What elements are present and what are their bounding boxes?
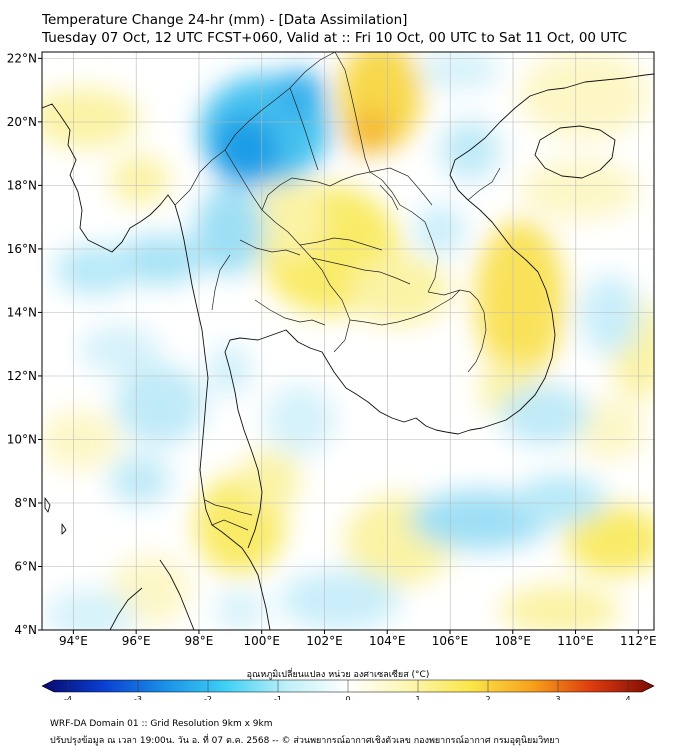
x-tick-label: 102°E [306, 634, 343, 648]
colorbar-tick-label: 2 [485, 695, 490, 700]
colorbar-label: อุณหภูมิเปลี่ยนแปลง หน่วย องศาเซลเซียส (… [246, 670, 430, 680]
x-tick-label: 112°E [620, 634, 657, 648]
y-tick-label: 18°N [7, 178, 37, 192]
y-axis-labels: 4°N 6°N 8°N 10°N 12°N 14°N 16°N 18°N 20°N 22°N [7, 51, 42, 637]
map-area [41, 51, 655, 631]
temperature-change-map: 94°E 96°E 98°E 100°E 102°E 104°E 106°E 108°E 110… [7, 51, 657, 700]
x-axis-labels: 94°E 96°E 98°E 100°E 102°E 104°E 106°E 108°E 110… [59, 630, 657, 648]
colorbar-tick-label: 3 [555, 695, 560, 700]
map-subtitle: Tuesday 07 Oct, 12 UTC FCST+060, Valid a… [42, 30, 628, 46]
x-tick-label: 106°E [432, 634, 469, 648]
coastlines [42, 73, 654, 630]
y-tick-label: 20°N [7, 115, 37, 129]
y-tick-label: 12°N [7, 369, 37, 383]
borders [174, 52, 501, 531]
x-tick-label: 108°E [495, 634, 532, 648]
colorbar-tick-label: 1 [415, 695, 420, 700]
x-tick-label: 100°E [243, 634, 280, 648]
colorbar-tick-label: 0 [345, 695, 350, 700]
colorbar: -4 -3 -2 -1 0 1 2 3 4 [41, 679, 655, 700]
x-tick-label: 96°E [122, 634, 151, 648]
gridlines [42, 52, 654, 630]
y-tick-label: 16°N [7, 242, 37, 256]
colorbar-ticks: -4 -3 -2 -1 0 1 2 3 4 [64, 680, 631, 700]
colorbar-tick-label: -4 [64, 695, 72, 700]
map-title: Temperature Change 24-hr (mm) - [Data As… [42, 12, 408, 28]
colorbar-tick-label: -3 [134, 695, 142, 700]
colorbar-tick-label: -2 [204, 695, 212, 700]
map-frame [41, 51, 655, 631]
x-tick-label: 98°E [184, 634, 213, 648]
x-tick-label: 94°E [59, 634, 88, 648]
colorbar-tick-label: 4 [625, 695, 630, 700]
y-tick-label: 14°N [7, 305, 37, 319]
footer-line-1: WRF-DA Domain 01 :: Grid Resolution 9km … [50, 719, 273, 729]
colorbar-tick-label: -1 [274, 695, 282, 700]
x-tick-label: 104°E [369, 634, 406, 648]
y-tick-label: 8°N [14, 496, 37, 510]
footer-line-2: ปรับปรุงข้อมูล ณ เวลา 19:00น. วัน อ. ที่… [50, 736, 560, 746]
y-tick-label: 10°N [7, 432, 37, 446]
y-tick-label: 6°N [14, 559, 37, 573]
y-tick-label: 22°N [7, 51, 37, 65]
y-tick-label: 4°N [14, 623, 37, 637]
x-tick-label: 110°E [557, 634, 594, 648]
temperature-field [42, 52, 654, 630]
